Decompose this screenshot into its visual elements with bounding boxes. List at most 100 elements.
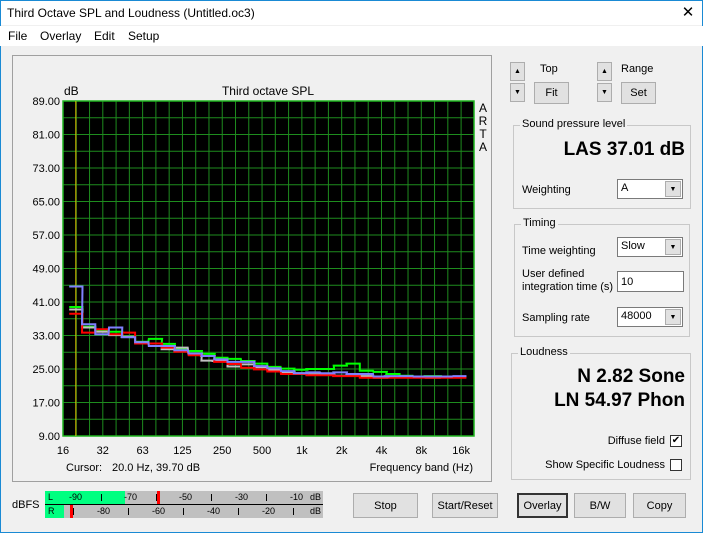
menu-edit[interactable]: Edit bbox=[94, 29, 115, 43]
meter-tick-label: -30 bbox=[235, 492, 249, 502]
right-level-meter: R -80 -60 -40 -20 dB bbox=[45, 505, 323, 518]
x-tick-label: 500 bbox=[253, 445, 271, 457]
right-level-fill bbox=[45, 505, 65, 518]
meter-tick bbox=[73, 508, 74, 515]
meter-tick-label: -90 bbox=[69, 492, 83, 502]
arta-watermark-letter: T bbox=[479, 127, 487, 141]
copy-button[interactable]: Copy bbox=[633, 493, 686, 518]
left-level-meter: L -90 -70 -50 -30 -10 dB bbox=[45, 491, 323, 504]
bw-button[interactable]: B/W bbox=[574, 493, 626, 518]
meter-tick bbox=[128, 508, 129, 515]
group-label: Loudness bbox=[518, 346, 570, 358]
x-tick-label: 32 bbox=[97, 445, 109, 457]
loudness-phon-value: LN 54.97 Phon bbox=[554, 390, 685, 411]
time-weighting-label: Time weighting bbox=[522, 245, 596, 257]
arta-watermark-letter: R bbox=[479, 114, 488, 128]
meter-tick-label: -50 bbox=[179, 492, 193, 502]
y-tick-label: 57.00 bbox=[32, 230, 60, 242]
arta-watermark-letter: A bbox=[479, 101, 487, 115]
plot-border bbox=[62, 100, 475, 437]
y-tick-label: 9.00 bbox=[39, 431, 60, 443]
set-button[interactable]: Set bbox=[621, 82, 656, 104]
chart-title: Third octave SPL bbox=[222, 84, 314, 98]
sampling-rate-value: 48000 bbox=[621, 310, 652, 322]
top-up-button[interactable]: ▲ bbox=[510, 62, 525, 81]
x-axis-label: Frequency band (Hz) bbox=[370, 462, 473, 474]
range-label: Range bbox=[621, 63, 654, 75]
meter-tick-label: -10 bbox=[290, 492, 304, 502]
menu-bar: File Overlay Edit Setup bbox=[0, 26, 703, 46]
integration-label-2: integration time (s) bbox=[522, 281, 614, 293]
chevron-down-icon: ▼ bbox=[665, 309, 681, 325]
close-icon[interactable]: ✕ bbox=[681, 4, 695, 21]
sampling-rate-select[interactable]: 48000 ▼ bbox=[617, 307, 683, 327]
integration-time-input[interactable] bbox=[617, 271, 684, 292]
x-tick-label: 63 bbox=[136, 445, 148, 457]
show-specific-loudness-label: Show Specific Loudness bbox=[545, 459, 665, 471]
spl-group: Sound pressure level LAS 37.01 dB Weight… bbox=[513, 118, 691, 209]
meter-unit: dB bbox=[310, 492, 322, 502]
meter-tick bbox=[156, 494, 157, 501]
y-axis-label: dB bbox=[64, 84, 79, 98]
weighting-label: Weighting bbox=[522, 184, 571, 196]
y-tick-label: 89.00 bbox=[32, 96, 60, 108]
title-bar: Third Octave SPL and Loudness (Untitled.… bbox=[0, 0, 703, 25]
menu-setup[interactable]: Setup bbox=[128, 29, 160, 43]
cursor-label: Cursor: bbox=[66, 462, 102, 474]
spl-value: LAS 37.01 dB bbox=[563, 139, 685, 160]
x-tick-label: 4k bbox=[376, 445, 388, 457]
sampling-rate-label: Sampling rate bbox=[522, 312, 590, 324]
stop-button[interactable]: Stop bbox=[353, 493, 418, 518]
x-tick-label: 16 bbox=[57, 445, 69, 457]
range-up-button[interactable]: ▲ bbox=[597, 62, 612, 81]
group-label: Sound pressure level bbox=[520, 118, 628, 130]
y-tick-label: 49.00 bbox=[32, 264, 60, 276]
right-peak-marker bbox=[69, 505, 73, 518]
integration-label: User defined bbox=[522, 268, 585, 280]
left-channel-label: L bbox=[48, 492, 54, 502]
y-tick-label: 25.00 bbox=[32, 364, 60, 376]
y-tick-label: 41.00 bbox=[32, 297, 60, 309]
dbfs-label: dBFS bbox=[12, 499, 40, 511]
meter-tick-label: -20 bbox=[262, 506, 276, 516]
time-weighting-select[interactable]: Slow ▼ bbox=[617, 237, 683, 257]
x-tick-label: 2k bbox=[336, 445, 348, 457]
x-tick-label: 8k bbox=[415, 445, 427, 457]
menu-file[interactable]: File bbox=[8, 29, 28, 43]
meter-tick-label: -60 bbox=[152, 506, 166, 516]
top-label: Top bbox=[540, 63, 558, 75]
weighting-select[interactable]: A ▼ bbox=[617, 179, 683, 199]
meter-tick-label: -40 bbox=[207, 506, 221, 516]
diffuse-field-label: Diffuse field bbox=[607, 435, 665, 447]
right-channel-label: R bbox=[48, 506, 55, 516]
group-label: Timing bbox=[521, 217, 558, 229]
y-tick-label: 73.00 bbox=[32, 163, 60, 175]
time-weighting-value: Slow bbox=[621, 240, 645, 252]
menu-overlay[interactable]: Overlay bbox=[40, 29, 82, 43]
fit-button[interactable]: Fit bbox=[534, 82, 569, 104]
cursor-readout: 20.0 Hz, 39.70 dB bbox=[112, 462, 200, 474]
show-specific-loudness-checkbox[interactable] bbox=[670, 459, 682, 471]
chevron-down-icon: ▼ bbox=[665, 239, 681, 255]
series-line-3 bbox=[69, 285, 467, 378]
timing-group: Timing Time weighting Slow ▼ User defined… bbox=[514, 217, 690, 337]
x-tick-label: 125 bbox=[173, 445, 191, 457]
meter-tick bbox=[266, 494, 267, 501]
top-down-button[interactable]: ▼ bbox=[510, 83, 525, 102]
x-tick-label: 1k bbox=[296, 445, 308, 457]
range-down-button[interactable]: ▼ bbox=[597, 83, 612, 102]
overlay-button[interactable]: Overlay bbox=[517, 493, 568, 518]
meter-tick-label: -70 bbox=[124, 492, 138, 502]
meter-tick bbox=[238, 508, 239, 515]
diffuse-field-checkbox[interactable]: ✔ bbox=[670, 435, 682, 447]
y-tick-label: 65.00 bbox=[32, 197, 60, 209]
meter-tick bbox=[183, 508, 184, 515]
loudness-sone-value: N 2.82 Sone bbox=[577, 366, 685, 387]
weighting-value: A bbox=[621, 182, 629, 194]
meter-tick-label: -80 bbox=[97, 506, 111, 516]
window-title: Third Octave SPL and Loudness (Untitled.… bbox=[7, 6, 255, 20]
y-tick-label: 33.00 bbox=[32, 331, 60, 343]
meter-tick bbox=[293, 508, 294, 515]
start-reset-button[interactable]: Start/Reset bbox=[432, 493, 498, 518]
